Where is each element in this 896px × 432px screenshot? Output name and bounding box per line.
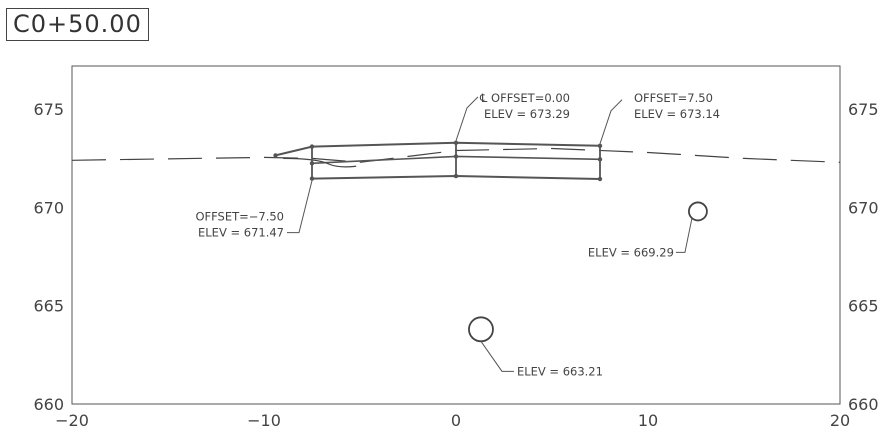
leader-line — [675, 218, 693, 253]
leader-line — [287, 180, 313, 234]
vertex-dot — [453, 173, 459, 179]
embankment-toe-curve — [283, 157, 357, 168]
leader-line — [455, 96, 479, 141]
y-tick-label-right: 665 — [848, 297, 879, 316]
station-label: C0+50.00 — [6, 8, 149, 41]
x-tick-label: 10 — [638, 411, 658, 430]
leader-line — [480, 341, 514, 372]
annotation-text: ELEV = 673.14 — [634, 107, 720, 121]
y-tick-label-left: 675 — [33, 100, 64, 119]
elevation-circle — [468, 316, 494, 343]
circle-label: ELEV = 663.21 — [517, 364, 603, 378]
elevation-circle — [688, 201, 708, 222]
y-tick-label-right: 670 — [848, 198, 879, 217]
leader-line — [599, 99, 623, 144]
vertex-dot — [309, 161, 315, 166]
circle-label: ELEV = 669.29 — [588, 245, 674, 259]
y-tick-label-left: 665 — [33, 297, 64, 316]
vertex-dot — [453, 140, 459, 146]
vertex-dot — [273, 153, 278, 158]
x-tick-label: 0 — [451, 411, 461, 430]
vertex-dot — [309, 144, 315, 149]
plot-frame — [71, 65, 841, 405]
vertex-dot — [597, 157, 603, 162]
x-tick-label: −20 — [55, 411, 89, 430]
y-tick-label-left: 660 — [33, 395, 64, 414]
vertex-dot — [597, 143, 603, 148]
annotation-text: ELEV = 673.29 — [484, 107, 570, 121]
annotation-text: ℄ OFFSET=0.00 — [479, 91, 570, 105]
x-tick-label: −10 — [247, 411, 281, 430]
y-tick-label-right: 675 — [848, 100, 879, 119]
annotation-text: OFFSET=−7.50 — [195, 210, 284, 224]
y-tick-label-right: 660 — [848, 395, 879, 414]
annotation-text: OFFSET=7.50 — [634, 91, 713, 105]
annotation-text: ELEV = 671.47 — [198, 226, 284, 240]
embankment-top — [275, 141, 601, 157]
vertex-dot — [309, 176, 315, 181]
y-tick-label-left: 670 — [33, 198, 64, 217]
vertex-dot — [597, 176, 603, 182]
x-tick-label: 20 — [830, 411, 850, 430]
vertex-dot — [453, 154, 459, 159]
